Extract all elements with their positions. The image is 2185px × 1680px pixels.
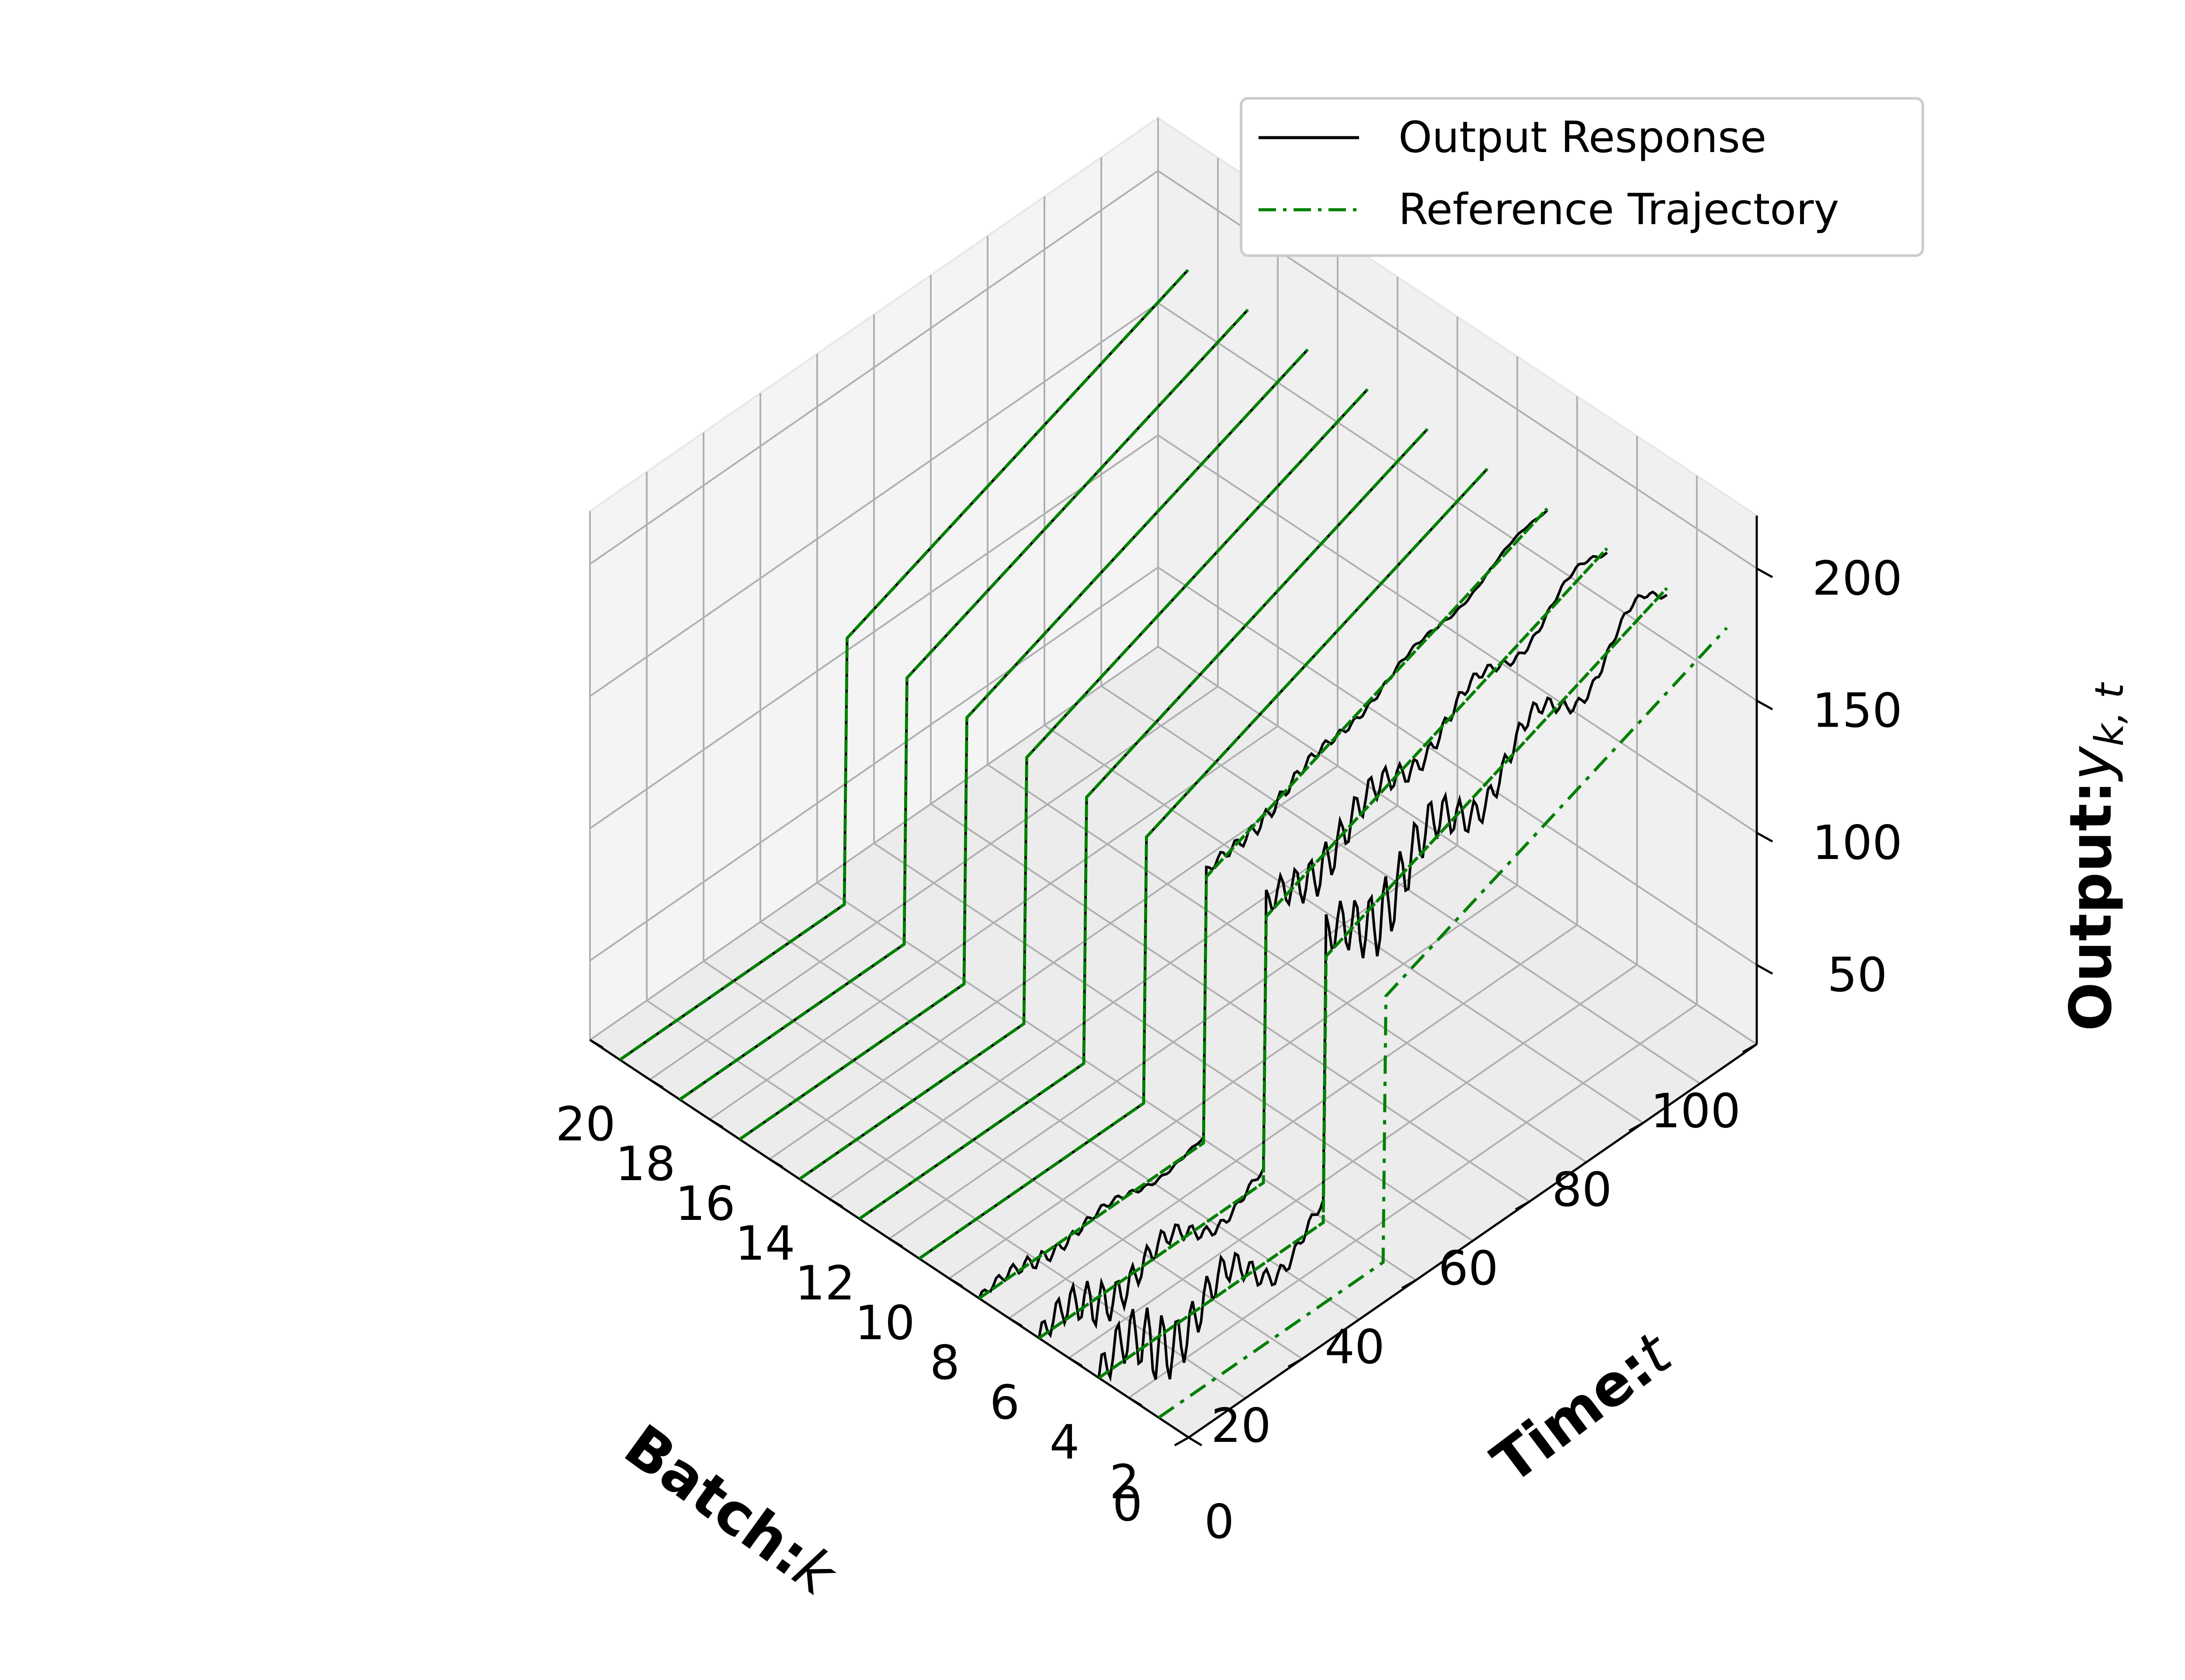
y-tick-label: 60 xyxy=(1438,1241,1498,1296)
y-tick xyxy=(1515,1200,1530,1211)
reference-trajectory-line xyxy=(679,308,1249,1101)
z-tick-label: 100 xyxy=(1812,816,1902,870)
y-tick-label: 100 xyxy=(1651,1084,1741,1139)
grid-left-z xyxy=(589,170,1159,565)
x-tick-label: 0 xyxy=(1204,1495,1235,1549)
grid-floor-t xyxy=(760,921,1360,1320)
legend-box xyxy=(1240,97,1924,257)
x-tick-label: 18 xyxy=(615,1137,675,1192)
y-tick-label: 0 xyxy=(1113,1477,1143,1532)
z-tick-label: 150 xyxy=(1812,684,1902,738)
grid-floor-t xyxy=(873,842,1474,1242)
z-tick-label: 200 xyxy=(1812,551,1902,606)
chart-series xyxy=(619,269,1728,1419)
x-tick xyxy=(1128,1396,1143,1407)
z-tick-label: 50 xyxy=(1827,948,1887,1003)
reference-trajectory-line xyxy=(1098,587,1668,1379)
y-tick xyxy=(1174,1436,1190,1447)
reference-trajectory-line xyxy=(918,468,1489,1260)
y-tick-label: 80 xyxy=(1552,1163,1612,1217)
legend-output-label: Output Response xyxy=(1398,113,1766,163)
grid-left-z xyxy=(589,566,1159,962)
x-tick-label: 2 xyxy=(1110,1455,1140,1510)
y-tick xyxy=(1742,1043,1758,1053)
grid-left-z xyxy=(589,302,1159,697)
x-tick xyxy=(769,1158,784,1168)
x-tick-label: 10 xyxy=(855,1296,915,1351)
x-tick xyxy=(1008,1317,1023,1327)
reference-trajectory-line xyxy=(798,388,1369,1181)
z-axis-label: Output:yk, t xyxy=(2057,682,2133,1031)
y-tick-label: 40 xyxy=(1325,1320,1384,1375)
grid-left-z xyxy=(589,434,1159,829)
legend-reference-label: Reference Trajectory xyxy=(1398,185,1839,235)
reference-trajectory-line xyxy=(858,428,1429,1220)
grid-floor-t xyxy=(646,1000,1246,1399)
z-tick xyxy=(1756,831,1773,843)
x-tick xyxy=(589,1039,604,1049)
x-tick xyxy=(888,1237,903,1248)
chart-grid xyxy=(589,118,1758,1438)
y-tick xyxy=(1628,1122,1644,1132)
x-tick-label: 16 xyxy=(675,1177,735,1231)
legend: Output Response Reference Trajectory xyxy=(1240,97,1924,257)
reference-trajectory-line xyxy=(1158,627,1728,1419)
y-tick xyxy=(1401,1279,1417,1289)
x-tick-label: 8 xyxy=(930,1336,960,1390)
x-tick xyxy=(948,1277,963,1288)
grid-floor-t xyxy=(1157,646,1758,1045)
grid-right-z xyxy=(1157,566,1758,966)
x-tick xyxy=(829,1198,843,1208)
reference-trajectory-line xyxy=(739,348,1309,1141)
y-axis-label: Time:t xyxy=(1480,1319,1685,1497)
x-tick xyxy=(709,1118,724,1129)
reference-trajectory-line xyxy=(1038,547,1609,1340)
reference-trajectory-line xyxy=(619,269,1190,1061)
grid-right-z xyxy=(1157,434,1758,834)
x-tick-label: 6 xyxy=(990,1375,1020,1430)
y-tick-label: 20 xyxy=(1211,1399,1271,1453)
x-tick xyxy=(1188,1436,1203,1447)
x-axis-label: Batch:k xyxy=(612,1412,850,1610)
x-tick xyxy=(649,1078,664,1089)
y-axis-line xyxy=(1188,1043,1758,1439)
x-tick-label: 14 xyxy=(735,1216,795,1271)
grid-floor-t xyxy=(1100,685,1701,1084)
z-tick xyxy=(1756,567,1773,578)
z-tick xyxy=(1756,700,1773,710)
grid-floor-t xyxy=(930,803,1530,1202)
z-tick xyxy=(1756,964,1773,975)
x-tick-label: 12 xyxy=(795,1256,855,1311)
y-tick xyxy=(1287,1358,1303,1368)
x-tick-label: 20 xyxy=(555,1097,615,1152)
x-tick-label: 4 xyxy=(1050,1415,1080,1470)
reference-trajectory-line xyxy=(978,507,1549,1300)
x-tick xyxy=(1068,1357,1083,1367)
grid-floor-t xyxy=(703,960,1303,1360)
